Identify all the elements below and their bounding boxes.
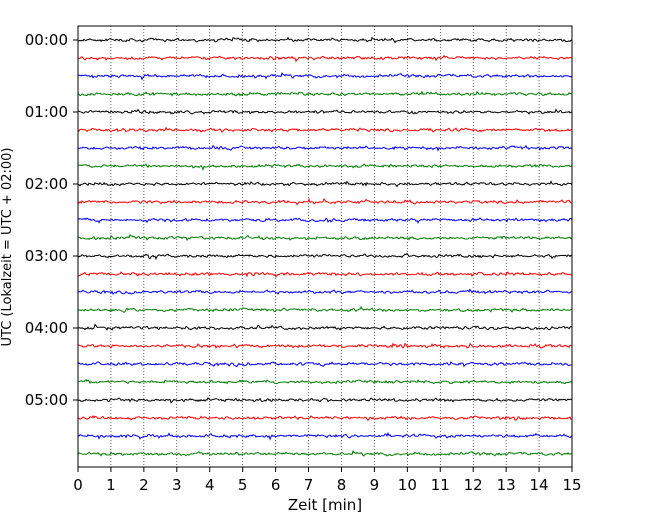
trace-line	[77, 305, 573, 314]
trace-line	[77, 163, 573, 171]
trace-line	[77, 288, 573, 295]
x-tick-label: 12	[464, 476, 483, 494]
x-tick-label: 1	[106, 476, 116, 494]
x-tick-label: 15	[562, 476, 581, 494]
trace-line	[77, 197, 573, 206]
trace-line	[77, 342, 573, 350]
trace-line	[77, 271, 573, 278]
trace-line	[77, 72, 573, 81]
x-tick-label: 4	[205, 476, 215, 494]
x-tick-label: 3	[172, 476, 182, 494]
x-tick-label: 11	[431, 476, 450, 494]
trace-line	[77, 233, 573, 242]
trace-line	[77, 217, 573, 224]
x-tick-label: 7	[304, 476, 314, 494]
y-tick-label: 02:00	[25, 175, 68, 193]
trace-line	[77, 36, 573, 44]
y-tick-label: 05:00	[25, 391, 68, 409]
trace-line	[77, 431, 573, 441]
trace-line	[77, 108, 573, 115]
plot-frame	[77, 25, 573, 468]
trace-line	[77, 360, 573, 368]
y-tick-label: 01:00	[25, 103, 68, 121]
trace-line	[77, 323, 573, 331]
x-tick-label: 9	[370, 476, 380, 494]
x-tick-label: 6	[271, 476, 281, 494]
trace-line	[77, 180, 573, 188]
trace-line	[77, 397, 573, 404]
trace-line	[77, 450, 573, 457]
x-tick-label: 10	[398, 476, 417, 494]
trace-line	[77, 414, 573, 422]
y-tick-label: 03:00	[25, 247, 68, 265]
y-axis-label: UTC (Lokalzeit = UTC + 02:00)	[0, 148, 15, 347]
trace-line	[77, 378, 573, 385]
trace-line	[77, 54, 573, 63]
trace-line	[77, 126, 573, 134]
y-tick-label: 00:00	[25, 31, 68, 49]
trace-line	[77, 144, 573, 152]
x-axis-ticks: 0 1 2 3 4 5 6 7 8 9 10 11 12 13 14 15	[73, 467, 582, 494]
trace-line	[77, 90, 573, 97]
traces	[77, 36, 573, 457]
y-tick-label: 04:00	[25, 319, 68, 337]
x-tick-label: 0	[73, 476, 83, 494]
plot-background	[78, 26, 572, 467]
x-tick-label: 2	[139, 476, 149, 494]
y-axis-ticks: 00:00 01:00 02:00 03:00 04:00 05:00	[25, 31, 78, 409]
x-tick-label: 8	[337, 476, 347, 494]
x-axis-label: Zeit [min]	[288, 496, 362, 514]
x-tick-label: 5	[238, 476, 248, 494]
x-tick-label: 13	[497, 476, 516, 494]
trace-line	[77, 252, 573, 261]
x-tick-label: 14	[530, 476, 549, 494]
